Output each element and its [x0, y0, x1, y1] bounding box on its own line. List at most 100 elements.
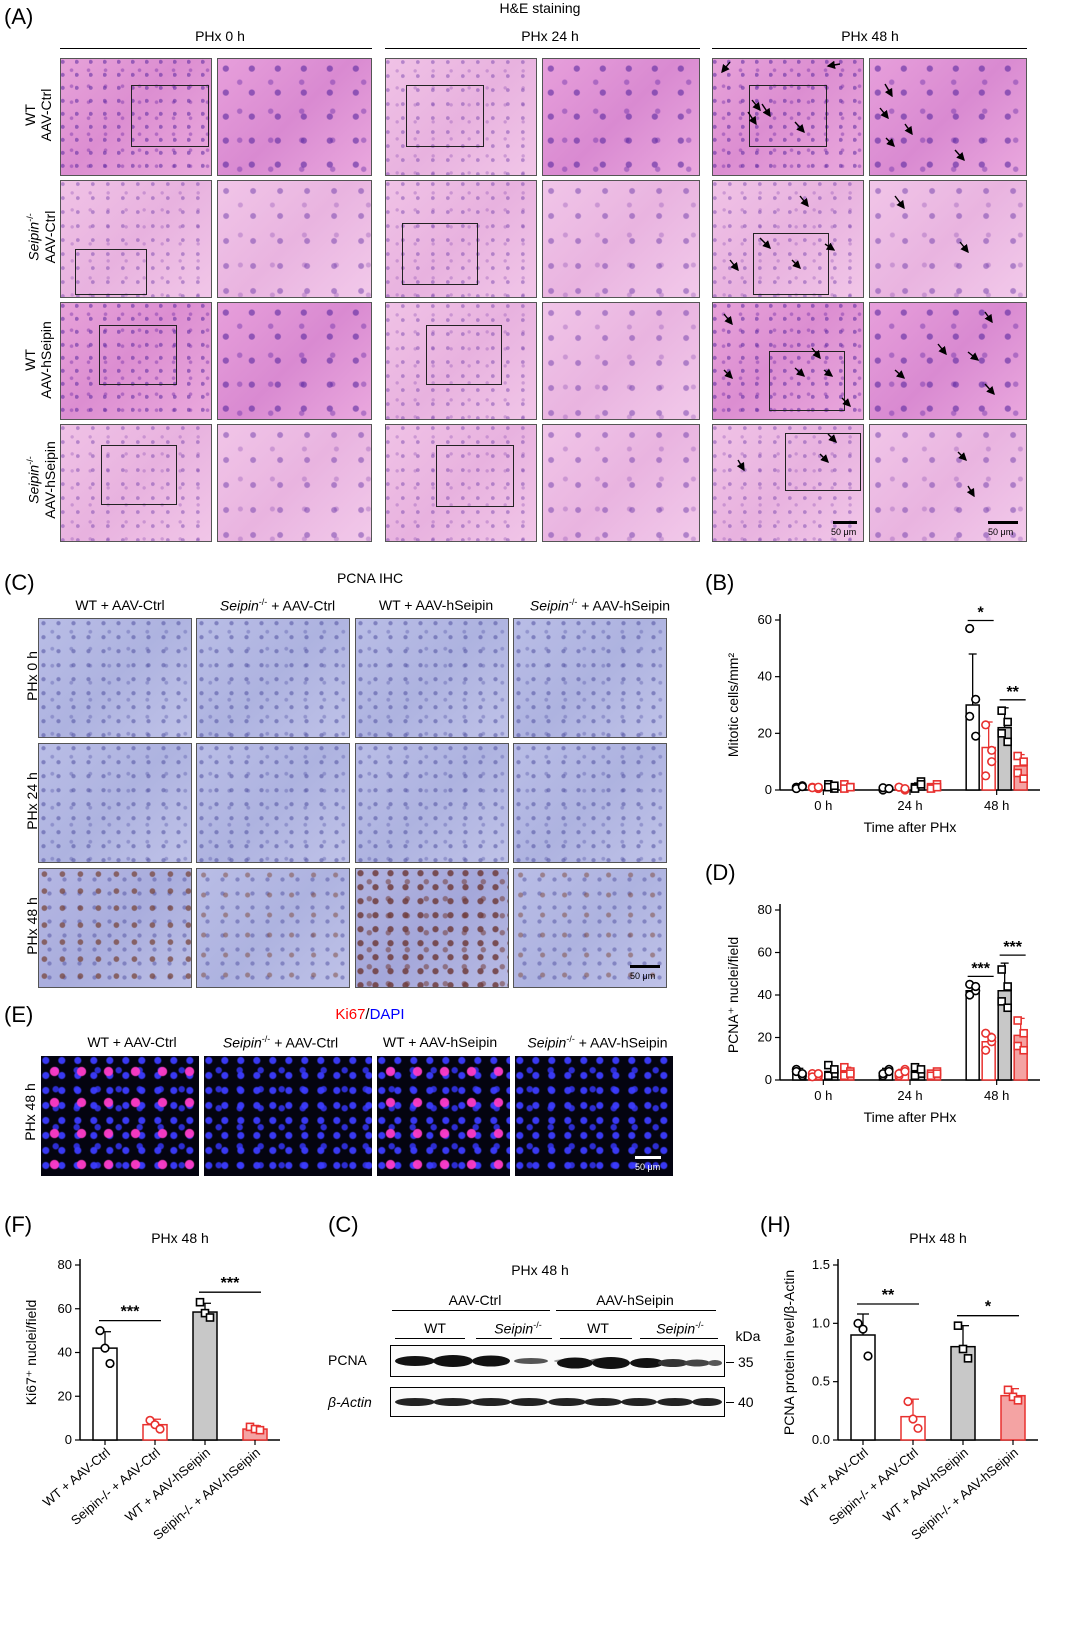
- panel-a-timepoint-1: PHx 24 h: [521, 28, 579, 44]
- y-tick-label: 0.5: [812, 1374, 830, 1389]
- blot-lane-rule-4: [640, 1338, 718, 1339]
- y-tick-label: 20: [758, 725, 772, 740]
- blot-lane-ko-1: Seipin-/-: [478, 1320, 558, 1337]
- row-line2: AAV-hSeipin: [38, 321, 54, 399]
- panel-c-group-0: WT + AAV-Ctrl: [75, 597, 165, 613]
- row-line1: WT: [22, 104, 38, 126]
- row-line1: Seipin: [25, 464, 42, 504]
- panel-f-letter: (F): [4, 1212, 33, 1237]
- data-point: [997, 706, 1006, 715]
- x-tick-label: 24 h: [897, 1088, 922, 1103]
- data-point: [255, 1425, 265, 1435]
- he-ko-ctrl-48h-zoom: [869, 180, 1027, 298]
- group-suffix: + AAV-Ctrl: [271, 597, 336, 614]
- he-wt-ctrl-24h: [385, 58, 537, 176]
- he-ko-hseipin-0h-zoom: [217, 424, 372, 542]
- panel-c-group-2: WT + AAV-hSeipin: [378, 597, 494, 613]
- row-line1: WT: [22, 349, 38, 371]
- x-tick-label: WT + AAV-hSeipin: [122, 1445, 213, 1525]
- data-point: [987, 745, 997, 755]
- group-sup: -/-: [568, 597, 578, 607]
- he-wt-hseipin-48h-zoom: [869, 302, 1027, 420]
- group-gene: Seipin: [222, 1034, 262, 1051]
- blot-lane-wt-2: WT: [587, 1320, 609, 1336]
- data-point: [824, 1071, 833, 1081]
- dapi-label: DAPI: [369, 1006, 405, 1023]
- data-point: [997, 729, 1006, 738]
- blot-pcna-mw: 35: [738, 1354, 754, 1370]
- he-wt-ctrl-0h: [60, 58, 212, 176]
- data-point: [1003, 1385, 1013, 1395]
- data-point: [1003, 717, 1012, 727]
- group-sup: -/-: [258, 597, 268, 607]
- x-tick-label: 48 h: [984, 1088, 1009, 1103]
- x-tick-label: 0 h: [814, 798, 832, 813]
- group-suffix: + AAV-Ctrl: [274, 1034, 339, 1051]
- data-point: [797, 782, 807, 792]
- data-point: [200, 1308, 210, 1318]
- he-ko-hseipin-0h: [60, 424, 212, 542]
- data-point: [797, 1069, 807, 1079]
- data-point: [195, 1297, 205, 1307]
- blot-kda-label: kDa: [735, 1328, 761, 1344]
- ihc-ko-ctrl-24h: [196, 743, 350, 863]
- panel-b-letter: (B): [705, 570, 735, 595]
- x-axis-label: Time after PHx: [864, 1109, 957, 1125]
- panel-a-row-label-2: WT AAV-hSeipin: [22, 305, 54, 415]
- he-ko-hseipin-24h-zoom: [542, 424, 700, 542]
- y-axis-label: PCNA⁺ nuclei/field: [725, 937, 741, 1053]
- y-tick-label: 40: [758, 669, 772, 684]
- scale-bar-label: 50 μm: [630, 971, 656, 981]
- zoom-box: [769, 351, 845, 411]
- data-point: [981, 771, 991, 781]
- group-gene: Seipin: [527, 1034, 567, 1051]
- data-point: [965, 623, 975, 634]
- he-wt-ctrl-24h-zoom: [542, 58, 700, 176]
- ihc-wt-hseipin-0h: [355, 618, 509, 738]
- chart-f: PHx 48 h 0 20 40 60 80 Ki67⁺ nuclei/field WT + …: [23, 1230, 280, 1543]
- he-ko-ctrl-24h-zoom: [542, 180, 700, 298]
- data-point: [853, 1318, 863, 1328]
- chart-b: 0 20 40 60 Mitotic cells/mm² Time after PHx 0 …: [725, 605, 1040, 835]
- data-point: [858, 1324, 868, 1334]
- data-point: [1003, 1003, 1012, 1013]
- zoom-box: [75, 249, 147, 295]
- ki67-label: Ki67: [335, 1006, 366, 1023]
- lane-gene: Seipin: [656, 1320, 696, 1337]
- data-point: [1013, 1016, 1022, 1025]
- blot-group-hseipin-rule: [556, 1310, 716, 1311]
- data-point: [100, 1343, 110, 1353]
- zoom-box: [402, 223, 478, 285]
- data-point: [95, 1326, 105, 1336]
- scale-bar: [988, 521, 1018, 524]
- ihc-wt-ctrl-48h: [38, 868, 192, 988]
- ihc-wt-ctrl-0h: [38, 618, 192, 738]
- ki67-wt-ctrl: [40, 1055, 200, 1177]
- zoom-box: [753, 233, 829, 295]
- he-ko-hseipin-24h: [385, 424, 537, 542]
- ihc-ko-hseipin-48h: 50 μm: [513, 868, 667, 988]
- group-sup: -/-: [566, 1034, 575, 1044]
- panel-c-group-1: Seipin-/- + AAV-Ctrl: [195, 597, 360, 614]
- blot-pcna-mw-tick: [726, 1362, 734, 1363]
- y-tick-label: 0.0: [812, 1432, 830, 1447]
- panel-a-timepoint-0: PHx 0 h: [195, 28, 245, 44]
- chart-title: PHx 48 h: [909, 1230, 967, 1246]
- y-tick-label: 0: [765, 1072, 772, 1087]
- data-point: [965, 990, 975, 1000]
- title-separator: /: [365, 1006, 370, 1023]
- data-point: [916, 780, 926, 789]
- ihc-wt-hseipin-24h: [355, 743, 509, 863]
- he-ko-ctrl-0h-zoom: [217, 180, 372, 298]
- row-line1: Seipin: [25, 221, 42, 261]
- data-point: [813, 1069, 823, 1079]
- data-point: [1019, 774, 1028, 783]
- x-tick-label: 24 h: [897, 798, 922, 813]
- data-point: [903, 1396, 913, 1407]
- he-wt-hseipin-0h-zoom: [217, 302, 372, 420]
- data-point: [884, 783, 894, 794]
- data-point: [205, 1313, 215, 1322]
- x-tick-label: 48 h: [984, 798, 1009, 813]
- ihc-ko-hseipin-24h: [513, 743, 667, 863]
- significance-label: ***: [121, 1304, 140, 1321]
